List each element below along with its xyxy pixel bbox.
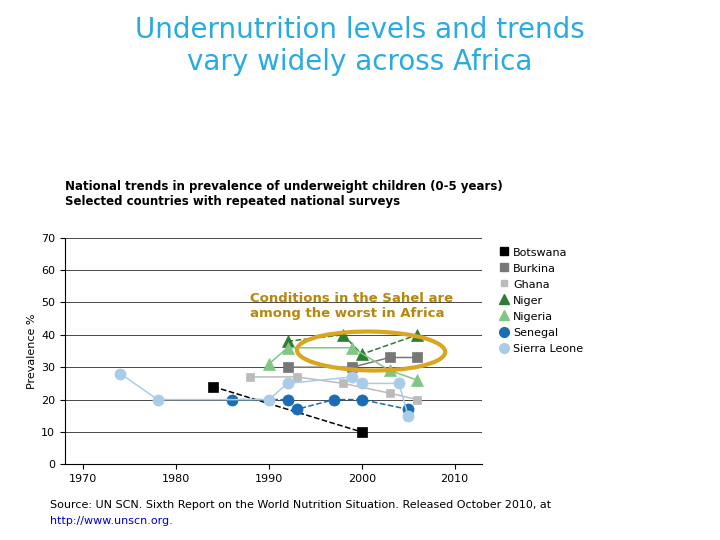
Legend: Botswana, Burkina, Ghana, Niger, Nigeria, Senegal, Sierra Leone: Botswana, Burkina, Ghana, Niger, Nigeria… <box>496 243 586 357</box>
Text: Undernutrition levels and trends
vary widely across Africa: Undernutrition levels and trends vary wi… <box>135 16 585 76</box>
Text: http://www.unscn.org.: http://www.unscn.org. <box>50 516 173 526</box>
Y-axis label: Prevalence %: Prevalence % <box>27 313 37 389</box>
Text: Conditions in the Sahel are
among the worst in Africa: Conditions in the Sahel are among the wo… <box>251 292 454 320</box>
Text: National trends in prevalence of underweight children (0-5 years)
Selected count: National trends in prevalence of underwe… <box>65 180 503 208</box>
Text: Source: UN SCN. Sixth Report on the World Nutrition Situation. Released October : Source: UN SCN. Sixth Report on the Worl… <box>50 500 552 510</box>
